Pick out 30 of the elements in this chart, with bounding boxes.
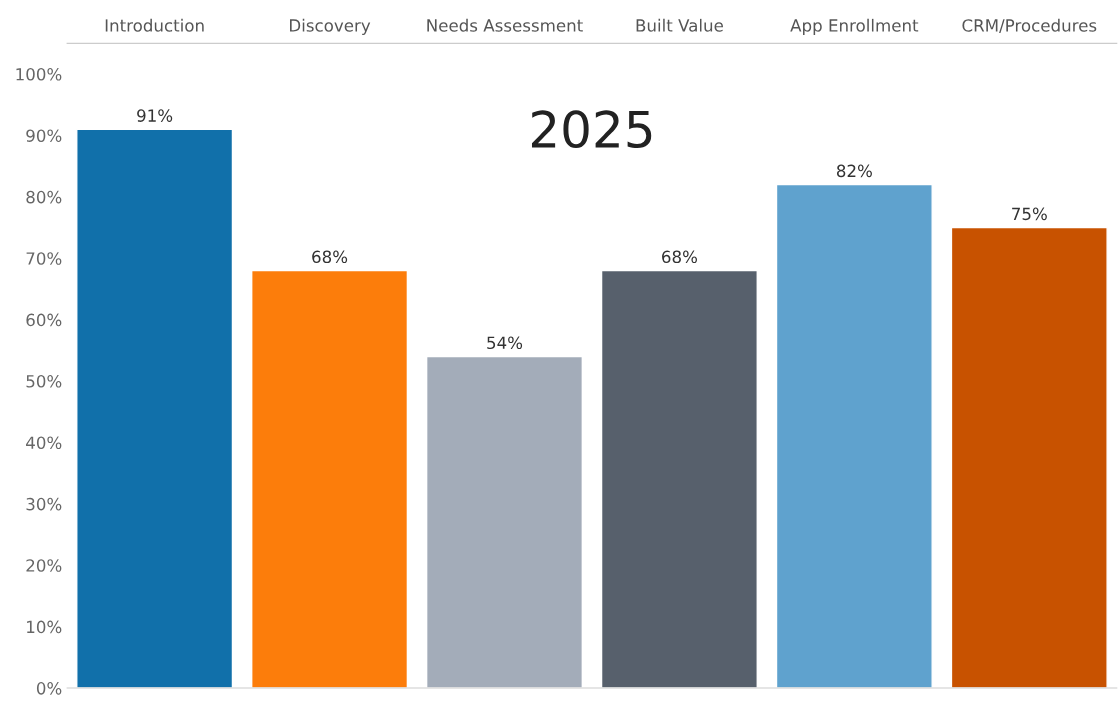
- y-tick-label: 40%: [26, 436, 62, 450]
- bar: [251, 269, 409, 689]
- x-tick-label: Needs Assessment: [427, 18, 583, 32]
- data-label: 68%: [312, 250, 348, 264]
- data-label: 82%: [836, 164, 872, 178]
- annotation: 2025: [531, 110, 652, 149]
- bar: [76, 128, 234, 689]
- y-tick-label: 20%: [26, 559, 62, 572]
- y-tick-label: 100%: [16, 67, 62, 81]
- y-tick-label: 80%: [26, 190, 62, 204]
- y-tick-label: 0%: [36, 682, 62, 695]
- y-tick-label: 50%: [26, 375, 62, 388]
- x-tick-label: Introduction: [105, 18, 204, 32]
- data-label: 91%: [137, 109, 173, 122]
- y-tick-label: 90%: [26, 129, 62, 142]
- bar: [950, 226, 1108, 689]
- data-label: 68%: [662, 250, 698, 264]
- y-tick-label: 30%: [26, 497, 62, 511]
- x-tick-label: Built Value: [636, 18, 723, 32]
- x-tick-label: App Enrollment: [790, 18, 919, 35]
- data-label: 54%: [487, 336, 523, 350]
- bar: [600, 269, 758, 689]
- x-tick-label: CRM/Procedures: [962, 18, 1097, 34]
- y-tick-label: 70%: [26, 252, 62, 265]
- bar: [775, 183, 933, 689]
- bar: [425, 355, 584, 689]
- y-tick-label: 60%: [26, 313, 62, 327]
- data-label: 75%: [1012, 207, 1047, 221]
- x-tick-label: Discovery: [290, 18, 371, 35]
- y-tick-label: 10%: [27, 620, 62, 634]
